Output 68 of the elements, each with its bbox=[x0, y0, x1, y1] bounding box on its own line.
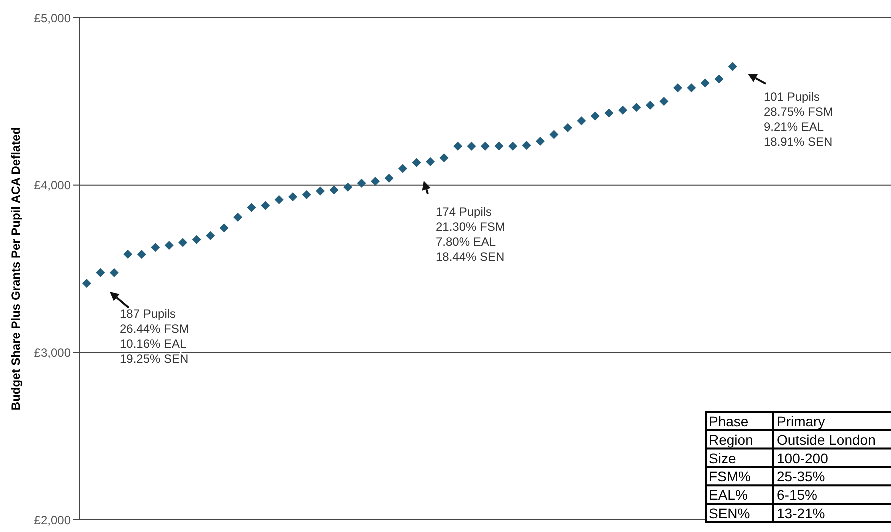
point bbox=[261, 201, 270, 210]
y-tick-label: £5,000 bbox=[34, 11, 72, 26]
point bbox=[687, 84, 696, 93]
point bbox=[330, 186, 339, 195]
annotation: Region bbox=[709, 432, 754, 448]
annotation: 100-200 bbox=[777, 450, 829, 466]
annotation: EAL% bbox=[709, 487, 748, 504]
point bbox=[82, 279, 92, 288]
point bbox=[632, 103, 642, 112]
point bbox=[164, 241, 174, 250]
point bbox=[660, 97, 669, 106]
annotation: SEN% bbox=[709, 506, 750, 522]
point bbox=[344, 182, 353, 192]
point bbox=[454, 142, 463, 151]
point bbox=[440, 154, 449, 163]
point bbox=[522, 141, 532, 150]
point bbox=[467, 142, 476, 151]
y-tick-label: £2,000 bbox=[34, 513, 72, 528]
point bbox=[288, 192, 298, 202]
point bbox=[371, 176, 380, 186]
point bbox=[192, 235, 202, 244]
annotation: Primary bbox=[777, 414, 826, 430]
annotation: 174 Pupils 21.30% FSM 7.80% EAL 18.44% SEN bbox=[436, 205, 506, 264]
point bbox=[398, 164, 408, 174]
point bbox=[220, 224, 229, 233]
point bbox=[206, 231, 216, 240]
point bbox=[151, 243, 160, 252]
point bbox=[604, 108, 614, 118]
point bbox=[536, 136, 545, 146]
annotation: 6-15% bbox=[777, 487, 818, 504]
point bbox=[384, 174, 394, 183]
annotation: Size bbox=[709, 450, 736, 466]
point bbox=[673, 84, 682, 93]
point bbox=[508, 142, 518, 151]
point bbox=[247, 203, 256, 212]
point bbox=[110, 268, 119, 278]
annotation: Outside London bbox=[777, 432, 876, 448]
y-axis-title: Budget Share Plus Grants Per Pupil ACA Deflated bbox=[9, 127, 23, 411]
point bbox=[178, 238, 188, 248]
point bbox=[302, 190, 312, 200]
y-tick-label: £4,000 bbox=[34, 178, 72, 193]
point bbox=[618, 106, 628, 115]
point bbox=[590, 112, 600, 121]
point bbox=[124, 250, 133, 259]
point bbox=[426, 157, 436, 166]
point bbox=[96, 268, 106, 278]
y-tick-label: £3,000 bbox=[34, 346, 72, 360]
point bbox=[728, 62, 738, 72]
point bbox=[316, 186, 326, 196]
annotation: 13-21% bbox=[777, 506, 826, 522]
annotation: 25-35% bbox=[777, 468, 826, 485]
annotation: 187 Pupils 26.44% FSM 10.16% EAL 19.25% SEN bbox=[120, 307, 190, 366]
point bbox=[137, 250, 146, 259]
annotation: Phase bbox=[709, 414, 749, 430]
annotation: FSM% bbox=[709, 468, 751, 485]
point bbox=[550, 130, 559, 140]
point bbox=[563, 123, 572, 132]
point bbox=[577, 116, 586, 126]
point bbox=[494, 142, 504, 151]
point bbox=[274, 195, 284, 204]
point bbox=[234, 212, 243, 222]
point bbox=[700, 78, 710, 88]
point bbox=[357, 178, 366, 188]
annotation: 101 Pupils 28.75% FSM 9.21% EAL 18.91% SEN bbox=[764, 90, 834, 149]
point bbox=[646, 101, 655, 110]
point bbox=[412, 158, 422, 168]
point bbox=[714, 74, 724, 84]
point bbox=[481, 142, 490, 151]
